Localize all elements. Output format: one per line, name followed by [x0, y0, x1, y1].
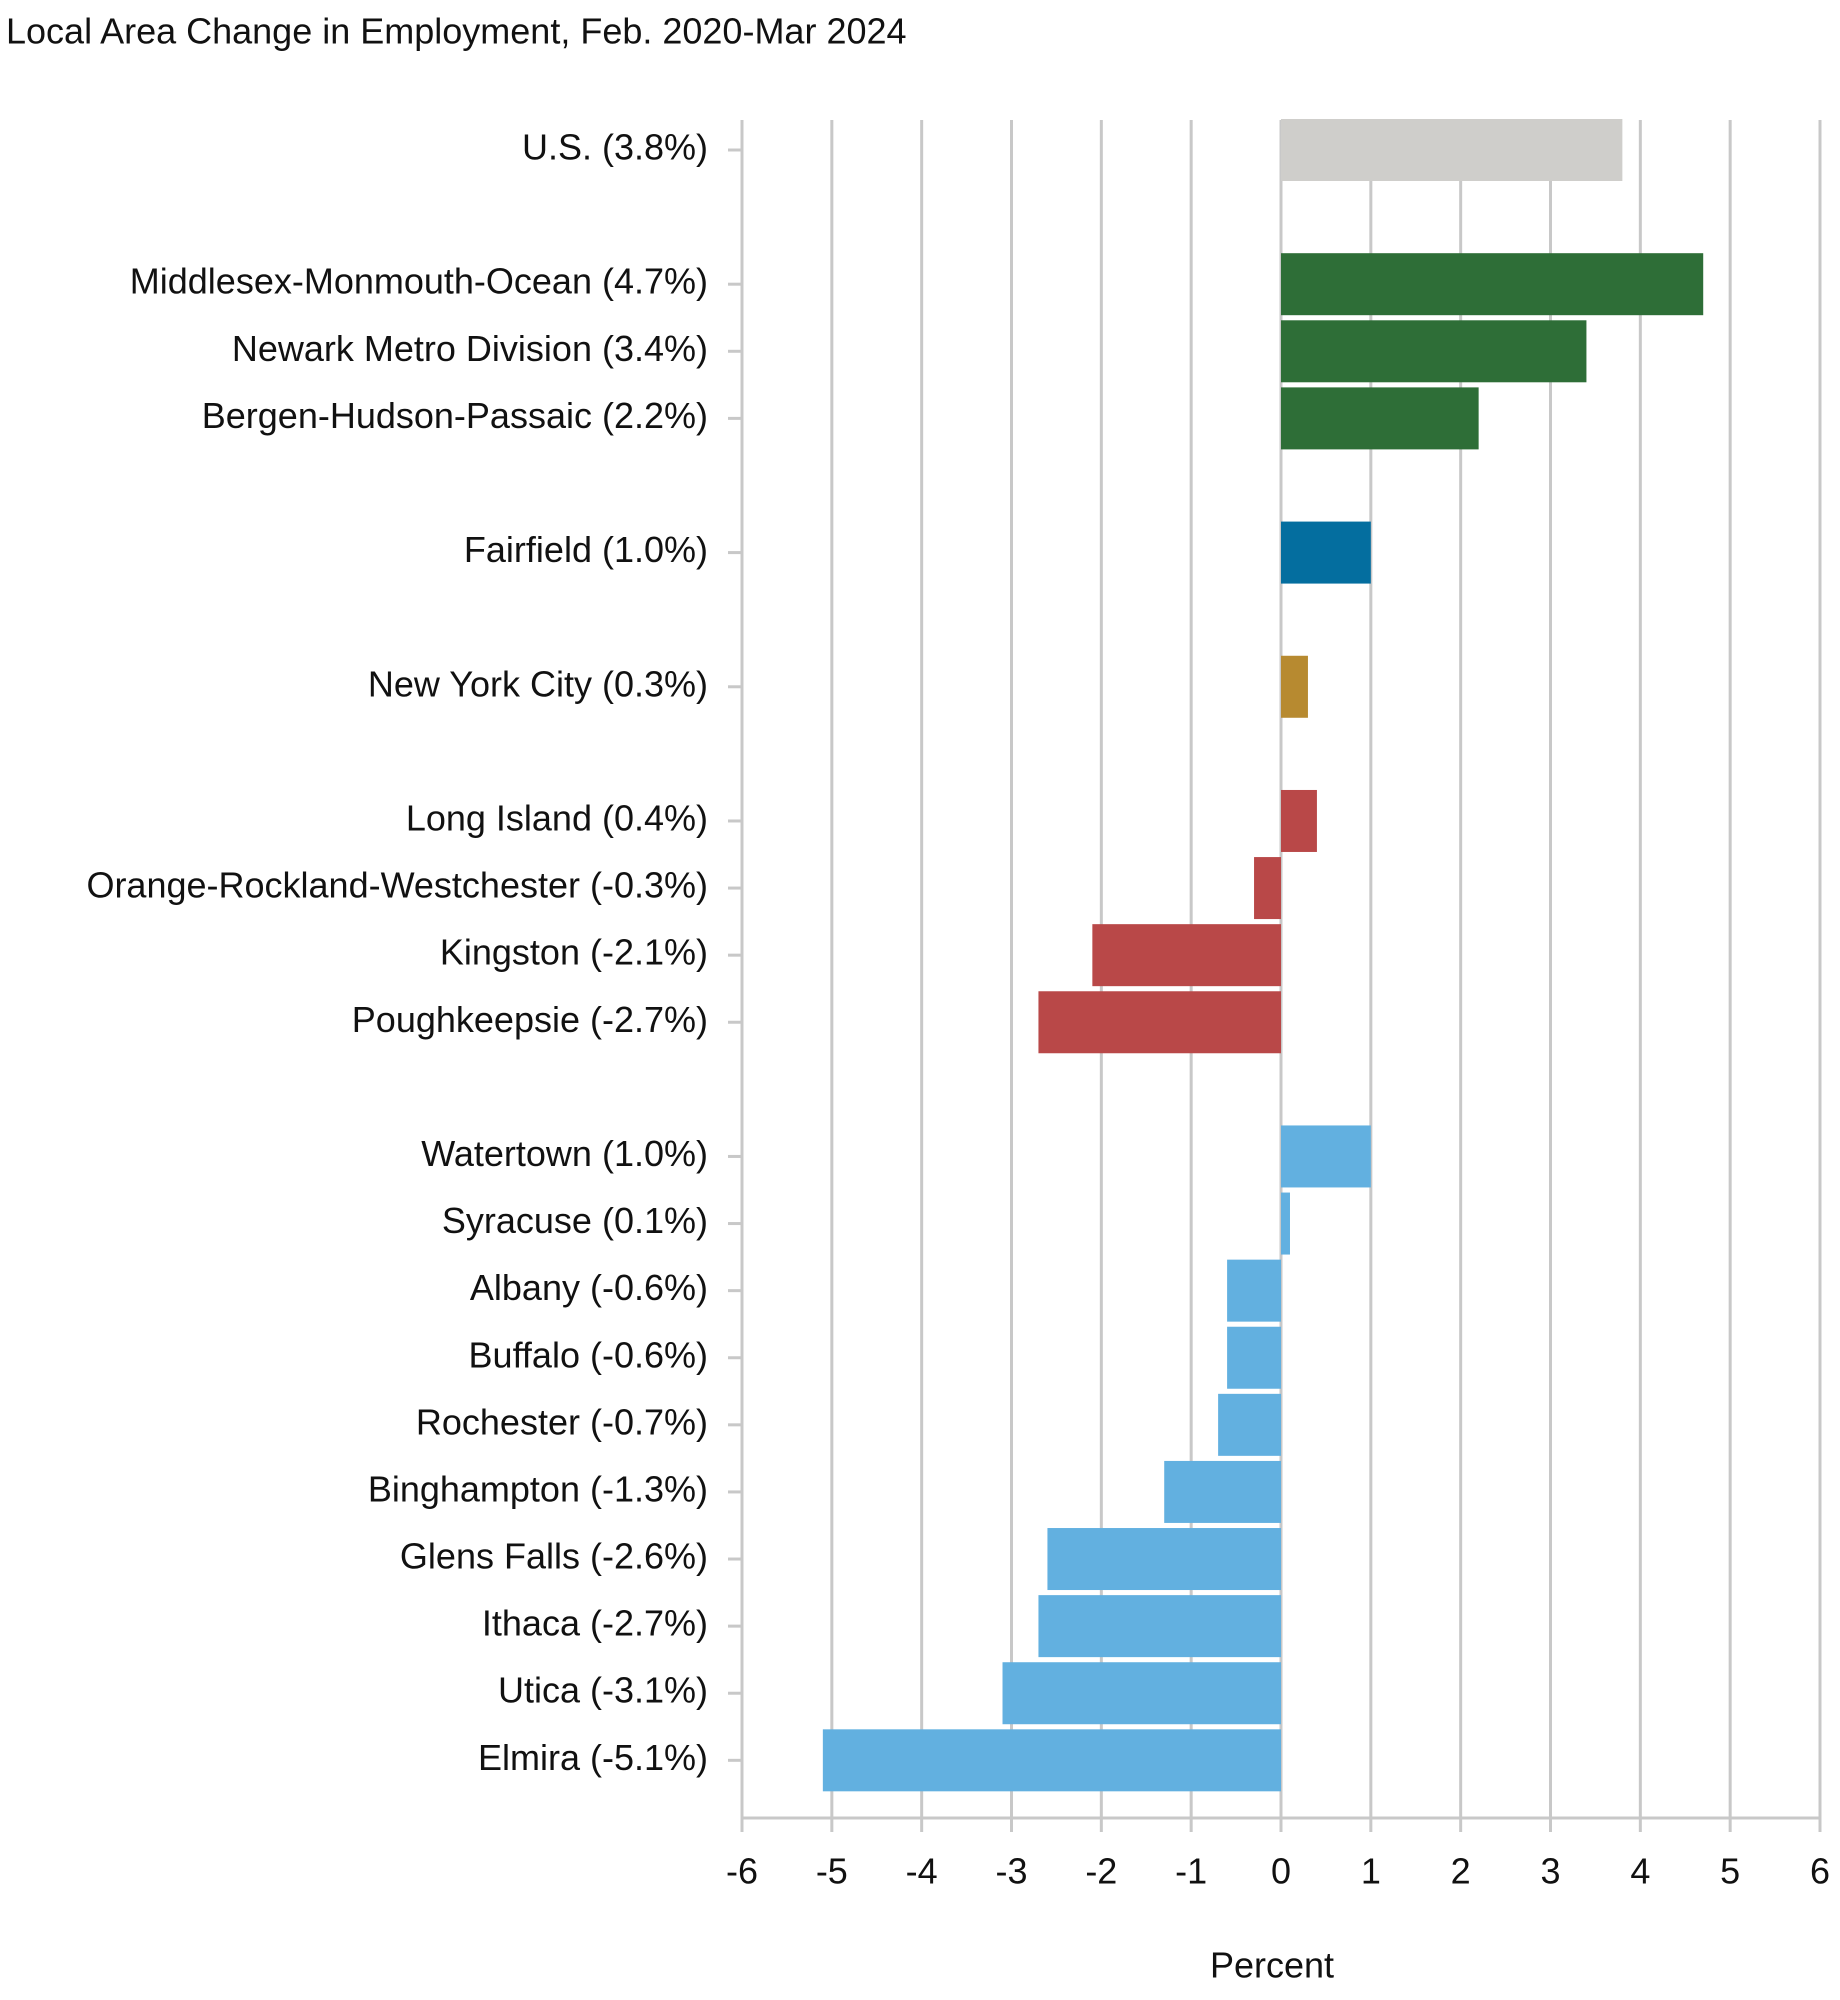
bar — [822, 1729, 1281, 1792]
bar — [1047, 1528, 1281, 1591]
y-tick-label: U.S. (3.8%) — [522, 127, 708, 168]
x-tick-label: 6 — [1810, 1851, 1830, 1892]
y-tick-label: Glens Falls (-2.6%) — [400, 1536, 708, 1577]
x-axis-label: Percent — [1210, 1945, 1334, 1986]
x-tick-label: -4 — [906, 1851, 938, 1892]
bar — [1218, 1393, 1281, 1456]
bar — [1281, 655, 1308, 718]
y-tick-label: Long Island (0.4%) — [406, 797, 708, 838]
y-tick-label: Albany (-0.6%) — [470, 1267, 708, 1308]
bar — [1038, 1595, 1281, 1658]
y-tick-label: Utica (-3.1%) — [498, 1670, 708, 1711]
y-tick-label: Fairfield (1.0%) — [464, 529, 708, 570]
x-tick-label: 2 — [1451, 1851, 1471, 1892]
y-tick-label: Newark Metro Division (3.4%) — [232, 328, 708, 369]
bar — [1227, 1259, 1281, 1322]
bar — [1038, 991, 1281, 1054]
bar — [1281, 789, 1317, 852]
y-tick-label: Bergen-Hudson-Passaic (2.2%) — [202, 395, 708, 436]
y-tick-label: Elmira (-5.1%) — [478, 1737, 708, 1778]
y-tick-label: Kingston (-2.1%) — [440, 932, 708, 973]
bar — [1281, 1125, 1371, 1188]
chart-title: Local Area Change in Employment, Feb. 20… — [6, 11, 907, 52]
y-tick-label: Rochester (-0.7%) — [416, 1401, 708, 1442]
y-tick-label: Binghampton (-1.3%) — [368, 1468, 708, 1509]
x-tick-label: 5 — [1720, 1851, 1740, 1892]
y-tick-label: Watertown (1.0%) — [421, 1133, 708, 1174]
y-tick-label: Ithaca (-2.7%) — [482, 1603, 708, 1644]
y-tick-label: Poughkeepsie (-2.7%) — [352, 999, 708, 1040]
bar — [1281, 119, 1623, 181]
bar — [1164, 1460, 1281, 1523]
x-tick-label: -5 — [816, 1851, 848, 1892]
y-tick-label: Syracuse (0.1%) — [442, 1200, 708, 1241]
y-tick-label: New York City (0.3%) — [368, 663, 708, 704]
x-tick-label: 3 — [1540, 1851, 1560, 1892]
y-tick-label: Middlesex-Monmouth-Ocean (4.7%) — [130, 261, 708, 302]
y-tick-label: Orange-Rockland-Westchester (-0.3%) — [86, 865, 708, 906]
bar — [1281, 1192, 1290, 1255]
x-tick-label: -1 — [1175, 1851, 1207, 1892]
bar — [1281, 320, 1587, 383]
bar — [1281, 521, 1371, 584]
x-tick-label: -3 — [995, 1851, 1027, 1892]
x-tick-label: 1 — [1361, 1851, 1381, 1892]
bar — [1281, 253, 1704, 316]
y-tick-label: Buffalo (-0.6%) — [469, 1334, 708, 1375]
x-tick-label: 4 — [1630, 1851, 1650, 1892]
x-tick-label: -6 — [726, 1851, 758, 1892]
bar — [1281, 387, 1479, 450]
x-tick-label: 0 — [1271, 1851, 1291, 1892]
x-tick-label: -2 — [1085, 1851, 1117, 1892]
bar — [1254, 857, 1281, 920]
bar — [1227, 1326, 1281, 1389]
bar — [1092, 924, 1281, 987]
bar — [1002, 1662, 1281, 1725]
